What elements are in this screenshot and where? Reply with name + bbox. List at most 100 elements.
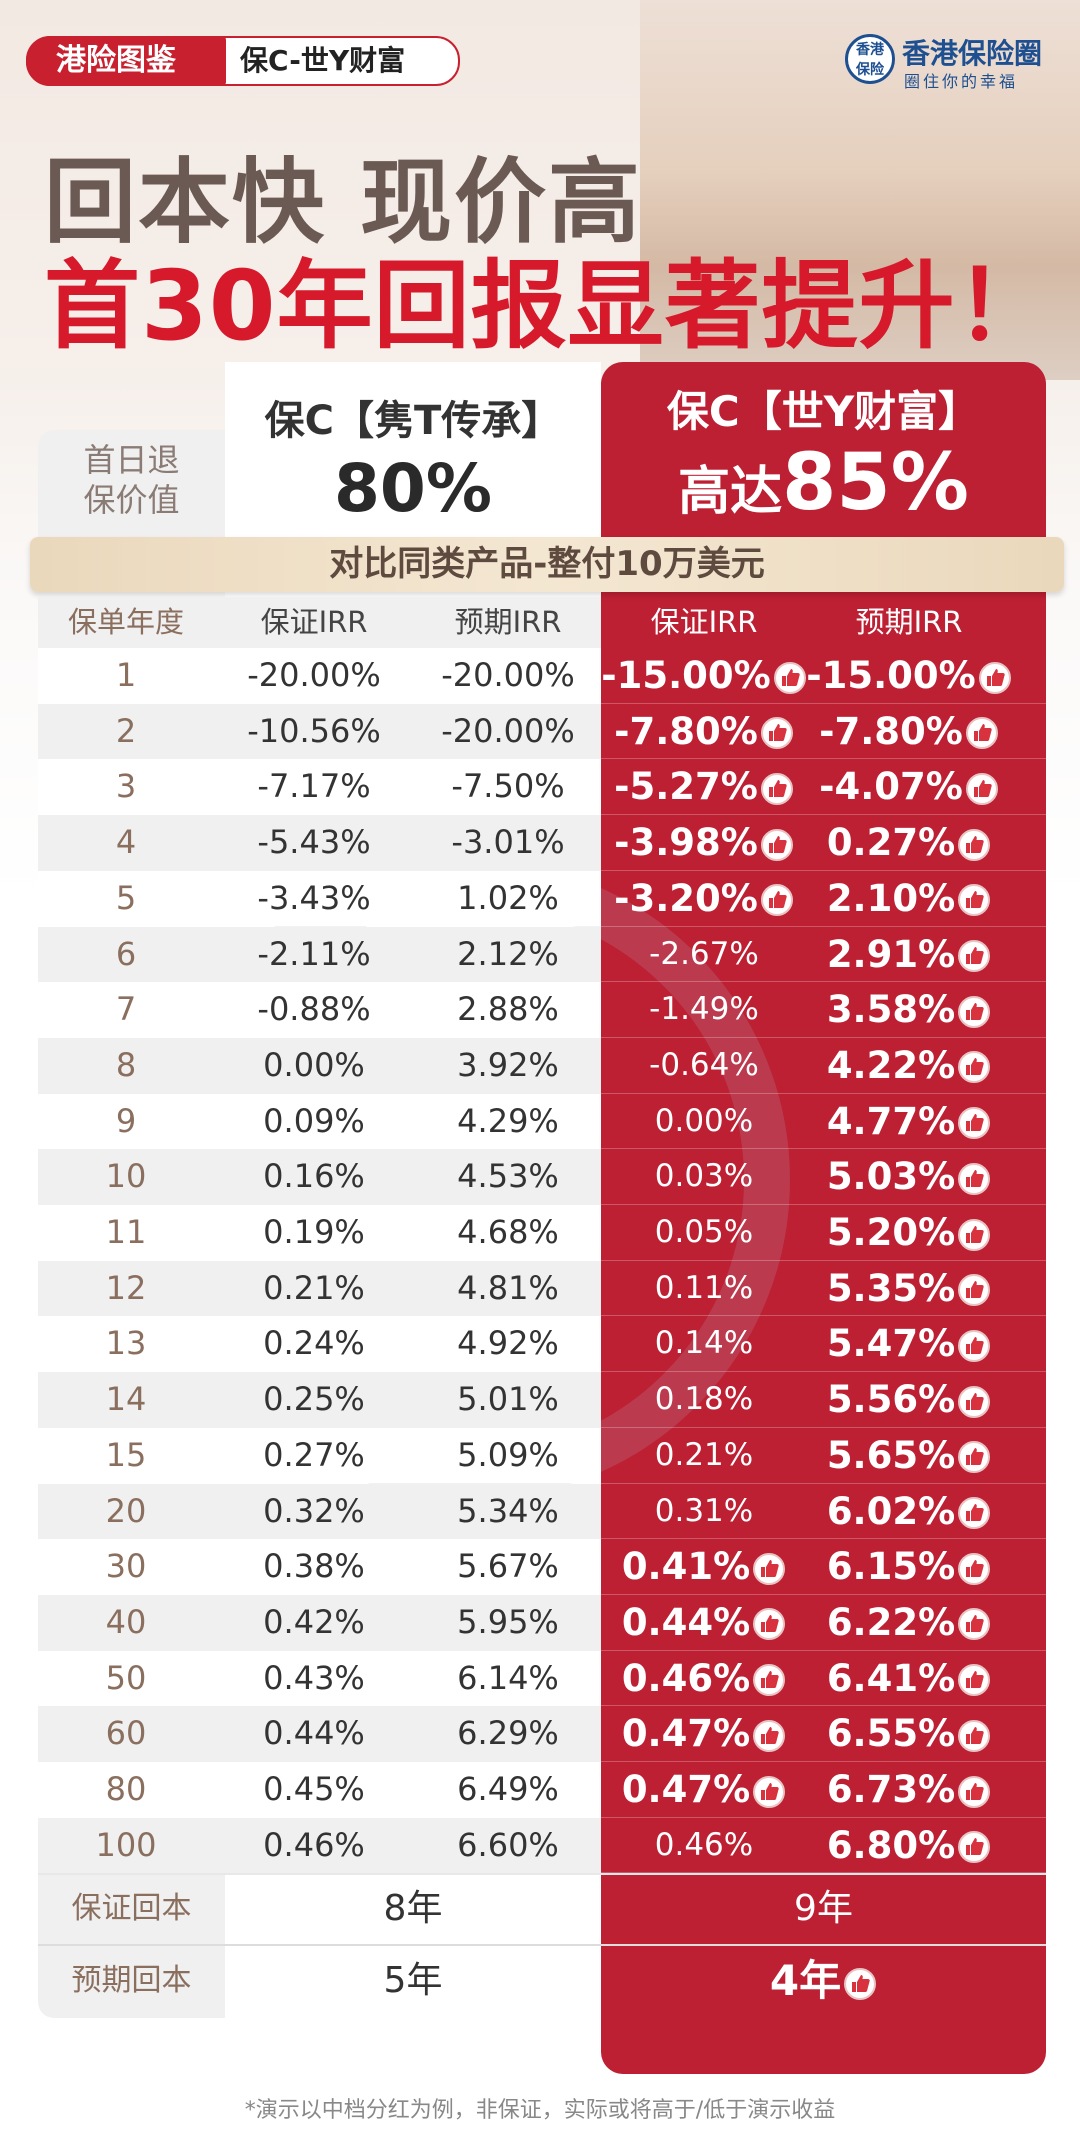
year-cell: 6	[33, 927, 220, 983]
cell-text: 6.60%	[457, 1825, 559, 1864]
cell-text: 4.22%	[826, 1043, 956, 1087]
irr-cell: 5.56%	[798, 1372, 1020, 1428]
irr-cell: -3.98%	[593, 815, 815, 871]
summary-cell: 4年	[601, 1944, 1046, 2018]
row-divider	[601, 925, 1046, 927]
cell-text: 0.46%	[263, 1825, 365, 1864]
year-cell: 5	[33, 871, 220, 927]
row-band	[38, 926, 601, 983]
cell-text: 0.44%	[263, 1714, 365, 1753]
row-band	[38, 1260, 601, 1317]
year-cell: 15	[33, 1428, 220, 1484]
thumb-icon	[958, 1552, 991, 1585]
cell-text: 保证IRR	[650, 605, 758, 639]
cell-text: 0.14%	[654, 1325, 754, 1362]
badge-text: 港险图鉴	[56, 43, 176, 78]
irr-cell: 0.47%	[593, 1762, 815, 1818]
irr-cell: 3.92%	[414, 1038, 602, 1094]
irr-cell: 5.34%	[414, 1484, 602, 1540]
cell-text: 保单年度	[67, 605, 184, 639]
cell-text: 2	[115, 711, 137, 750]
cell-text: -3.01%	[451, 823, 565, 862]
cell-text: 12	[105, 1268, 147, 1307]
irr-cell: 5.03%	[798, 1149, 1020, 1205]
cell-text: 0.09%	[263, 1101, 365, 1140]
row-band	[38, 1372, 601, 1428]
logo-sub: 圈住你的幸福	[904, 72, 1019, 91]
cell-text: 80	[105, 1770, 147, 1808]
cell-text: 0.47%	[621, 1712, 751, 1756]
irr-cell: 4.22%	[798, 1038, 1020, 1094]
irr-cell: -15.00%	[798, 648, 1020, 704]
column-header: 保证IRR	[593, 597, 815, 648]
tag-text: 保C-世Y财富	[240, 44, 406, 77]
thumb-icon	[958, 1441, 991, 1474]
year-cell: 14	[33, 1372, 220, 1428]
irr-cell: 0.46%	[593, 1818, 815, 1874]
irr-cell: -5.43%	[220, 815, 408, 871]
cell-text: 5.34%	[457, 1491, 559, 1530]
row-band	[38, 1093, 601, 1150]
year-cell: 11	[33, 1205, 220, 1261]
thumb-icon	[958, 1329, 991, 1362]
cell-text: -15.00%	[806, 654, 976, 697]
year-cell: 60	[33, 1706, 220, 1762]
cell-text: 5.35%	[826, 1266, 956, 1310]
header-band	[38, 597, 601, 648]
thumb-icon	[760, 884, 793, 917]
irr-cell: 0.43%	[220, 1651, 408, 1707]
cell-text: 6.41%	[826, 1656, 956, 1700]
irr-cell: 4.68%	[414, 1205, 602, 1261]
irr-cell: -15.00%	[593, 648, 815, 704]
thumb-icon	[958, 1162, 991, 1195]
cell-text: 6.73%	[826, 1768, 956, 1811]
product-name: 保C【世Y财富】	[666, 387, 981, 436]
cell-text: -15.00%	[601, 654, 771, 697]
irr-cell: -7.50%	[414, 759, 602, 815]
irr-cell: -5.27%	[593, 759, 815, 815]
thumb-icon	[760, 772, 793, 805]
compare-label: 首日退 保价值	[38, 440, 225, 520]
cell-text: 0.21%	[263, 1268, 365, 1307]
cell-text: 9年	[794, 1888, 853, 1930]
cell-text: 4.77%	[826, 1099, 956, 1143]
cell-text: 0.27%	[826, 821, 956, 865]
thumb-icon	[958, 995, 991, 1028]
irr-cell: 0.38%	[220, 1539, 408, 1595]
product-value: 高达85%	[601, 438, 1046, 528]
row-band	[38, 1650, 601, 1707]
cell-text: -20.00%	[441, 711, 575, 750]
cell-text: 0.21%	[654, 1436, 754, 1473]
irr-cell: 5.35%	[798, 1261, 1020, 1317]
cell-text: 50	[105, 1658, 147, 1697]
row-band	[38, 759, 601, 816]
cell-text: 5.01%	[457, 1380, 559, 1419]
summary-cell: 预期回本	[38, 1944, 225, 2018]
cell-text: -3.20%	[614, 876, 758, 920]
thumb-icon	[753, 1775, 786, 1808]
summary-cell: 9年	[601, 1873, 1046, 1944]
cell-text: 15	[105, 1435, 147, 1474]
summary-band	[38, 1873, 225, 1945]
row-divider	[601, 1371, 1046, 1373]
thumb-icon	[958, 828, 991, 861]
summary-cell: 8年	[225, 1873, 601, 1944]
column-header: 保单年度	[33, 597, 220, 648]
cell-text: 20	[105, 1491, 147, 1530]
cell-text: 保证回本	[71, 1891, 192, 1927]
irr-cell: 0.42%	[220, 1595, 408, 1651]
cell-text: 6.29%	[457, 1714, 559, 1753]
year-cell: 13	[33, 1316, 220, 1372]
thumb-icon	[760, 717, 793, 750]
cell-text: 8年	[383, 1888, 443, 1930]
year-cell: 7	[33, 982, 220, 1038]
value: 85%	[782, 438, 969, 528]
row-divider	[601, 1426, 1046, 1428]
row-divider	[601, 1148, 1046, 1150]
irr-cell: -20.00%	[414, 648, 602, 704]
irr-cell: 0.19%	[220, 1205, 408, 1261]
cell-text: 8	[115, 1045, 137, 1084]
cell-text: 6	[115, 934, 137, 973]
irr-cell: 3.58%	[798, 982, 1020, 1038]
irr-cell: 0.44%	[220, 1706, 408, 1762]
